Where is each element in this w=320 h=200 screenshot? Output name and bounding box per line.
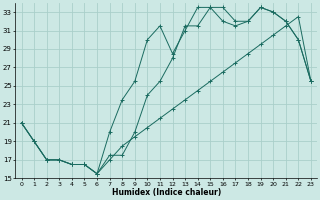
X-axis label: Humidex (Indice chaleur): Humidex (Indice chaleur) — [112, 188, 221, 197]
